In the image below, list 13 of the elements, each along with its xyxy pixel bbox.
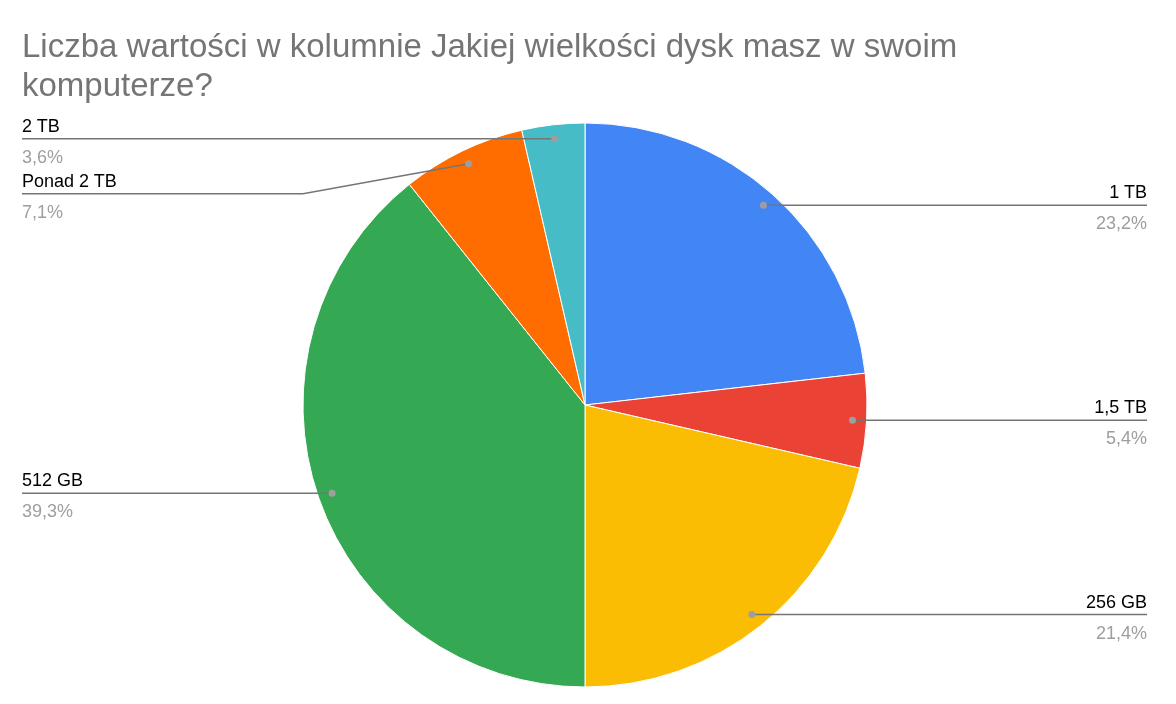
slice-label: 256 GB [1085, 591, 1147, 612]
slice-label: 1,5 TB [1094, 397, 1147, 418]
slice-label: Ponad 2 TB [22, 170, 117, 191]
data-label: 23,2% [1095, 213, 1147, 234]
data-label: 39,3% [22, 501, 74, 522]
slice-label: 1 TB [1109, 182, 1147, 203]
chart-title: Liczba wartości w kolumnie Jakiej wielkości dysk masz w swoim komputerze? [22, 27, 958, 103]
slice-label: 512 GB [22, 470, 84, 491]
data-label: 21,4% [1095, 622, 1147, 643]
data-label: 7,1% [22, 201, 64, 222]
data-label: 5,4% [1105, 428, 1147, 449]
slice-label: 2 TB [22, 115, 60, 136]
data-label: 3,6% [22, 146, 64, 167]
